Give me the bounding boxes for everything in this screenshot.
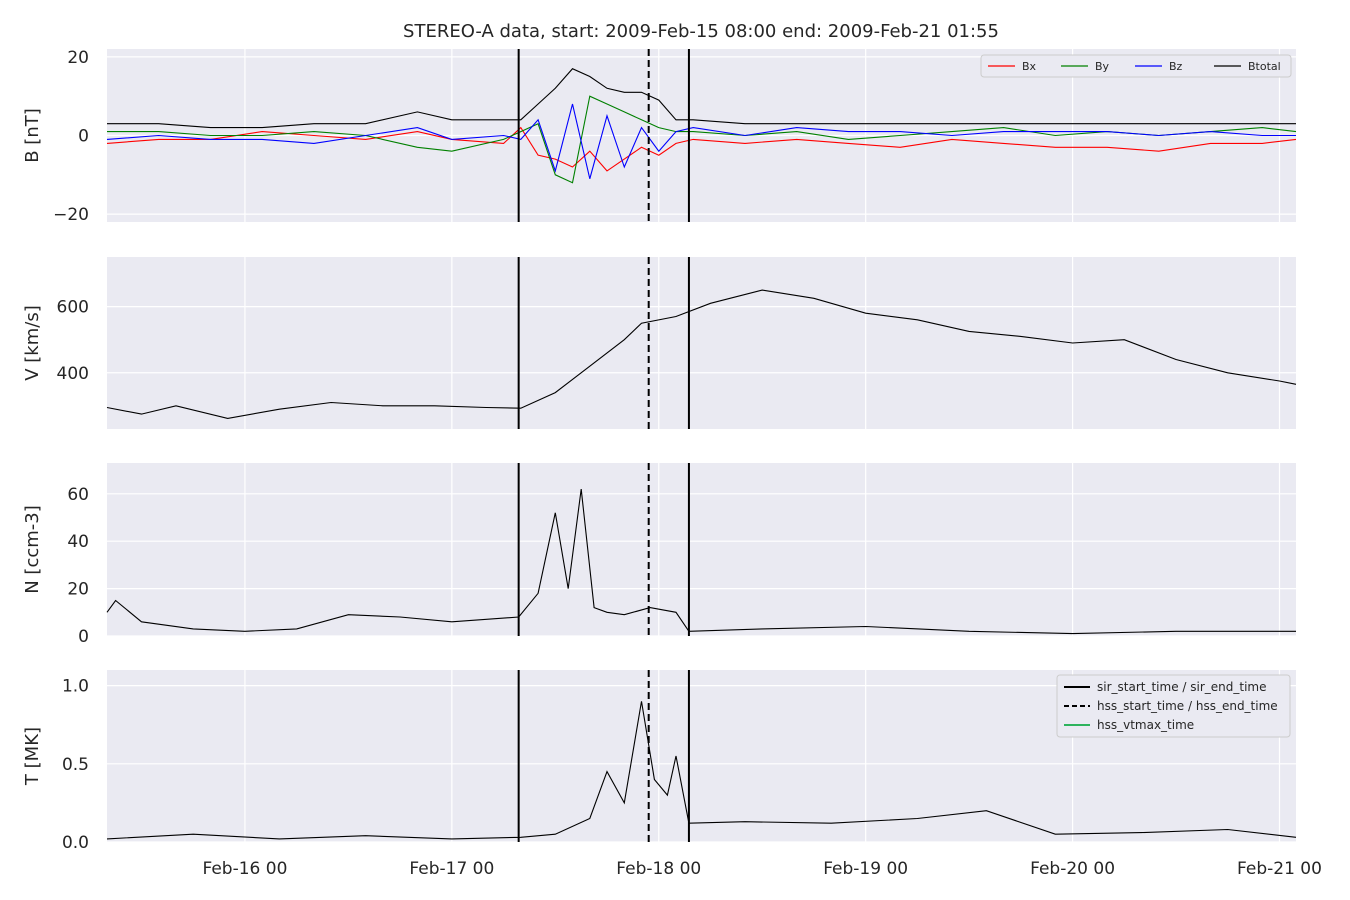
x-tick-label: Feb-18 00 bbox=[616, 859, 701, 879]
legend-label-bx: Bx bbox=[1022, 60, 1037, 73]
legend-frame bbox=[1056, 674, 1291, 738]
legend-events: sir_start_time / sir_end_time hss_start_t… bbox=[1056, 674, 1291, 738]
legend-label-by: By bbox=[1095, 60, 1110, 73]
series-line-btotal bbox=[107, 68, 1296, 129]
y-tick-label: 600 bbox=[57, 298, 89, 318]
y-axis-label: N [ccm-3] bbox=[22, 505, 43, 594]
legend-label-event: sir_start_time / sir_end_time bbox=[1097, 680, 1267, 694]
x-tick-label: Feb-16 00 bbox=[202, 859, 287, 879]
series-line-n bbox=[106, 489, 1296, 635]
y-tick-label: 0.5 bbox=[62, 755, 89, 775]
legend-label-btotal: Btotal bbox=[1248, 60, 1281, 73]
series-line-by bbox=[107, 95, 1297, 184]
y-tick-label: 400 bbox=[57, 364, 89, 384]
figure-title: STEREO-A data, start: 2009-Feb-15 08:00 … bbox=[403, 21, 999, 42]
legend-label-event: hss_vtmax_time bbox=[1097, 718, 1194, 732]
y-tick-label: 40 bbox=[67, 532, 89, 552]
series-line-t bbox=[106, 701, 1297, 840]
plot-area bbox=[107, 463, 1296, 636]
series-line-bz bbox=[106, 103, 1296, 179]
y-tick-label: −20 bbox=[53, 205, 89, 225]
y-tick-label: 0 bbox=[78, 627, 89, 647]
b-field-panel: 20 0 −20 B [nT] bbox=[22, 48, 1297, 225]
y-axis-label: T [MK] bbox=[22, 727, 43, 786]
y-axis-label: V [km/s] bbox=[22, 305, 43, 380]
y-axis-label: B [nT] bbox=[22, 108, 43, 163]
velocity-panel: 600 400 V [km/s] bbox=[22, 257, 1297, 429]
y-tick-label: 0.0 bbox=[62, 833, 89, 853]
x-tick-label: Feb-17 00 bbox=[409, 859, 494, 879]
legend-label-event: hss_start_time / hss_end_time bbox=[1097, 699, 1278, 713]
time-axis: Feb-16 00 Feb-17 00 Feb-18 00 Feb-19 00 Feb-… bbox=[202, 859, 1321, 879]
y-tick-label: 20 bbox=[67, 48, 89, 68]
y-tick-label: 0 bbox=[78, 127, 89, 147]
x-tick-label: Feb-21 00 bbox=[1237, 859, 1322, 879]
x-tick-label: Feb-19 00 bbox=[823, 859, 908, 879]
legend-label-bz: Bz bbox=[1169, 60, 1183, 73]
x-tick-label: Feb-20 00 bbox=[1030, 859, 1115, 879]
density-panel: 60 40 20 0 N [ccm-3] bbox=[22, 463, 1296, 647]
plot-area bbox=[107, 257, 1296, 429]
y-tick-label: 20 bbox=[67, 580, 89, 600]
y-tick-label: 60 bbox=[67, 485, 89, 505]
legend-b-field: Bx By Bz Btotal bbox=[980, 54, 1292, 78]
series-line-v bbox=[106, 289, 1297, 419]
y-tick-label: 1.0 bbox=[62, 677, 89, 697]
series-line-bx bbox=[106, 126, 1297, 172]
